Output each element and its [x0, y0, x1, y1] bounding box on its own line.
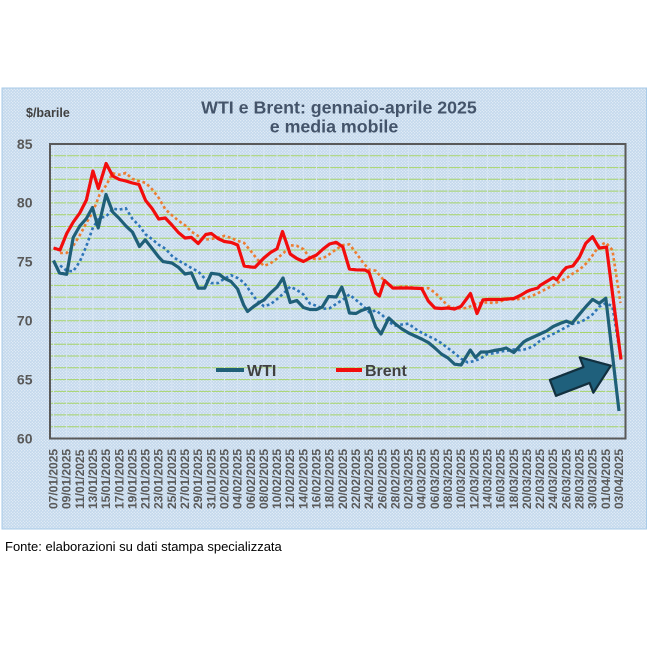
svg-text:09/01/2025: 09/01/2025: [60, 449, 74, 509]
svg-text:21/01/2025: 21/01/2025: [139, 449, 153, 509]
svg-text:e media mobile: e media mobile: [270, 117, 399, 137]
svg-text:60: 60: [17, 430, 33, 446]
svg-text:16/03/2025: 16/03/2025: [494, 449, 508, 509]
svg-text:19/01/2025: 19/01/2025: [125, 449, 139, 509]
svg-text:20/03/2025: 20/03/2025: [520, 449, 534, 509]
svg-text:31/01/2025: 31/01/2025: [204, 449, 218, 509]
svg-text:WTI: WTI: [247, 363, 276, 380]
svg-text:25/01/2025: 25/01/2025: [165, 449, 179, 509]
svg-text:11/01/2025: 11/01/2025: [73, 449, 87, 509]
svg-text:01/04/2025: 01/04/2025: [599, 449, 613, 509]
svg-text:03/04/2025: 03/04/2025: [612, 449, 626, 509]
svg-text:65: 65: [17, 371, 33, 387]
svg-text:20/02/2025: 20/02/2025: [336, 449, 350, 509]
svg-text:18/02/2025: 18/02/2025: [323, 449, 337, 509]
svg-text:18/03/2025: 18/03/2025: [507, 449, 521, 509]
svg-text:29/01/2025: 29/01/2025: [191, 449, 205, 509]
svg-text:12/02/2025: 12/02/2025: [283, 449, 297, 509]
svg-text:14/02/2025: 14/02/2025: [296, 449, 310, 509]
svg-text:28/03/2025: 28/03/2025: [573, 449, 587, 509]
svg-text:22/02/2025: 22/02/2025: [349, 449, 363, 509]
svg-text:02/02/2025: 02/02/2025: [217, 449, 231, 509]
svg-text:06/03/2025: 06/03/2025: [428, 449, 442, 509]
svg-text:26/02/2025: 26/02/2025: [375, 449, 389, 509]
svg-text:17/01/2025: 17/01/2025: [112, 449, 126, 509]
svg-text:23/01/2025: 23/01/2025: [152, 449, 166, 509]
svg-text:14/03/2025: 14/03/2025: [480, 449, 494, 509]
svg-text:70: 70: [17, 313, 33, 329]
svg-text:$/barile: $/barile: [26, 106, 70, 120]
svg-text:06/02/2025: 06/02/2025: [244, 449, 258, 509]
svg-text:13/01/2025: 13/01/2025: [86, 449, 100, 509]
svg-text:04/03/2025: 04/03/2025: [415, 449, 429, 509]
svg-text:08/02/2025: 08/02/2025: [257, 449, 271, 509]
svg-text:10/03/2025: 10/03/2025: [454, 449, 468, 509]
svg-text:26/03/2025: 26/03/2025: [559, 449, 573, 509]
svg-text:02/03/2025: 02/03/2025: [402, 449, 416, 509]
svg-text:08/03/2025: 08/03/2025: [441, 449, 455, 509]
svg-text:07/01/2025: 07/01/2025: [47, 449, 61, 509]
svg-text:85: 85: [17, 136, 33, 152]
svg-text:24/03/2025: 24/03/2025: [546, 449, 560, 509]
svg-text:WTI e Brent: gennaio-aprile 20: WTI e Brent: gennaio-aprile 2025: [201, 98, 477, 118]
svg-text:24/02/2025: 24/02/2025: [362, 449, 376, 509]
svg-text:27/01/2025: 27/01/2025: [178, 449, 192, 509]
svg-text:10/02/2025: 10/02/2025: [270, 449, 284, 509]
svg-text:30/03/2025: 30/03/2025: [586, 449, 600, 509]
svg-text:12/03/2025: 12/03/2025: [467, 449, 481, 509]
svg-text:04/02/2025: 04/02/2025: [231, 449, 245, 509]
svg-text:22/03/2025: 22/03/2025: [533, 449, 547, 509]
svg-text:Fonte: elaborazioni su dati st: Fonte: elaborazioni su dati stampa speci…: [5, 539, 283, 554]
svg-text:80: 80: [17, 195, 33, 211]
svg-text:28/02/2025: 28/02/2025: [388, 449, 402, 509]
svg-text:15/01/2025: 15/01/2025: [99, 449, 113, 509]
svg-text:Brent: Brent: [365, 363, 407, 380]
svg-text:16/02/2025: 16/02/2025: [310, 449, 324, 509]
svg-text:75: 75: [17, 254, 33, 270]
